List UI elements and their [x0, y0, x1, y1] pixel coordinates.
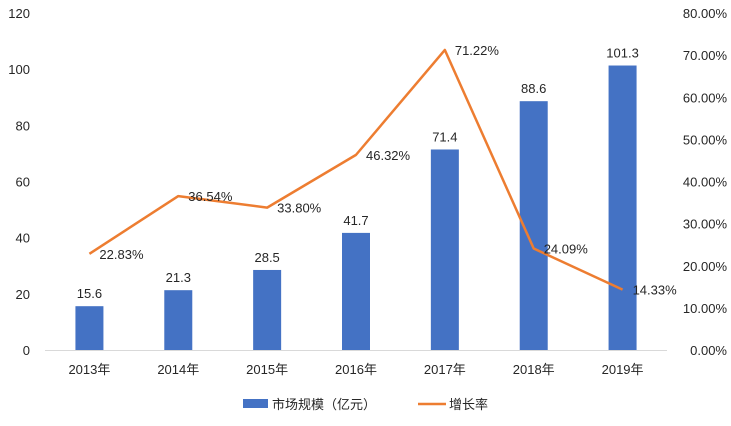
- bar-data-label: 88.6: [521, 81, 546, 96]
- y-right-tick-label: 10.00%: [683, 301, 728, 316]
- y-right-tick-label: 60.00%: [683, 90, 728, 105]
- legend-line-label: 增长率: [449, 397, 488, 412]
- line-data-label: 14.33%: [633, 283, 678, 298]
- y-left-tick-label: 40: [16, 231, 30, 246]
- line-data-label: 22.83%: [99, 247, 144, 262]
- bar: [164, 290, 193, 350]
- y-left-tick-label: 20: [16, 287, 30, 302]
- legend-bar-label: 市场规模（亿元）: [272, 397, 376, 412]
- y-right-tick-label: 50.00%: [683, 132, 728, 147]
- bar: [608, 65, 637, 350]
- y-right-tick-label: 0.00%: [690, 343, 727, 358]
- y-left-tick-label: 60: [16, 175, 30, 190]
- y-right-tick-label: 30.00%: [683, 217, 728, 232]
- x-tick-label: 2019年: [602, 362, 644, 377]
- y-right-tick-label: 70.00%: [683, 48, 728, 63]
- line-data-label: 46.32%: [366, 148, 411, 163]
- bar: [430, 149, 459, 350]
- x-tick-label: 2018年: [513, 362, 555, 377]
- bar-data-label: 21.3: [166, 270, 191, 285]
- line-data-label: 24.09%: [544, 242, 589, 257]
- bar-data-label: 28.5: [254, 250, 279, 265]
- y-left-tick-label: 100: [8, 62, 30, 77]
- bar-data-label: 41.7: [343, 213, 368, 228]
- legend-bar-swatch: [243, 399, 268, 408]
- line-data-label: 71.22%: [455, 43, 500, 58]
- y-left-tick-label: 120: [8, 6, 30, 21]
- bar: [253, 269, 282, 350]
- y-right-tick-label: 80.00%: [683, 6, 728, 21]
- y-right-tick-label: 40.00%: [683, 175, 728, 190]
- bar-data-label: 101.3: [606, 46, 639, 61]
- x-tick-label: 2014年: [157, 362, 199, 377]
- x-tick-label: 2017年: [424, 362, 466, 377]
- bar: [75, 306, 104, 350]
- line-data-label: 33.80%: [277, 201, 322, 216]
- x-tick-label: 2015年: [246, 362, 288, 377]
- x-tick-label: 2013年: [68, 362, 110, 377]
- growth-rate-line: [88, 48, 624, 291]
- y-left-tick-label: 0: [23, 343, 30, 358]
- bar-data-label: 15.6: [77, 286, 102, 301]
- bar-data-label: 71.4: [432, 129, 457, 144]
- x-tick-label: 2016年: [335, 362, 377, 377]
- y-right-tick-label: 20.00%: [683, 259, 728, 274]
- line-data-label: 36.54%: [188, 189, 233, 204]
- y-left-tick-label: 80: [16, 118, 30, 133]
- bar: [342, 232, 370, 350]
